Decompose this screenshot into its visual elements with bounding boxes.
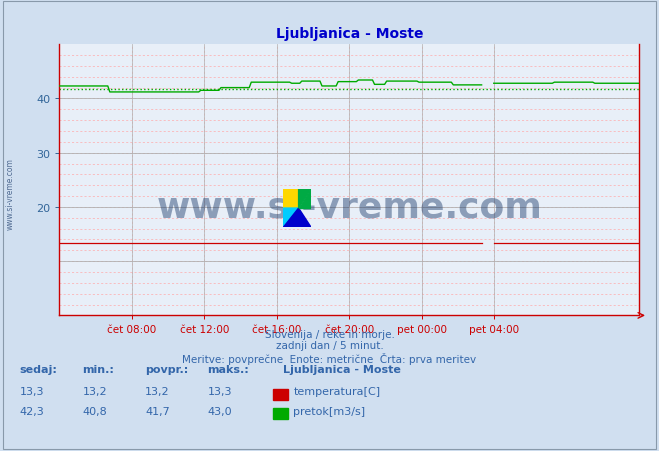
Text: 13,2: 13,2 <box>82 387 107 396</box>
Polygon shape <box>283 208 311 228</box>
Bar <box>283 189 299 208</box>
Text: zadnji dan / 5 minut.: zadnji dan / 5 minut. <box>275 341 384 350</box>
Text: Ljubljanica - Moste: Ljubljanica - Moste <box>283 364 401 374</box>
Polygon shape <box>299 189 311 208</box>
Text: 13,2: 13,2 <box>145 387 169 396</box>
Text: www.si-vreme.com: www.si-vreme.com <box>5 158 14 230</box>
Text: 41,7: 41,7 <box>145 406 170 416</box>
Text: 42,3: 42,3 <box>20 406 45 416</box>
Text: sedaj:: sedaj: <box>20 364 57 374</box>
Text: temperatura[C]: temperatura[C] <box>293 387 380 396</box>
Polygon shape <box>299 189 311 208</box>
Text: povpr.:: povpr.: <box>145 364 188 374</box>
Text: 13,3: 13,3 <box>208 387 232 396</box>
Title: Ljubljanica - Moste: Ljubljanica - Moste <box>275 27 423 41</box>
Text: Meritve: povprečne  Enote: metrične  Črta: prva meritev: Meritve: povprečne Enote: metrične Črta:… <box>183 352 476 364</box>
Polygon shape <box>283 208 299 228</box>
Text: min.:: min.: <box>82 364 114 374</box>
Text: 43,0: 43,0 <box>208 406 232 416</box>
Text: www.si-vreme.com: www.si-vreme.com <box>156 190 542 225</box>
Text: Slovenija / reke in morje.: Slovenija / reke in morje. <box>264 329 395 339</box>
Text: pretok[m3/s]: pretok[m3/s] <box>293 406 365 416</box>
Text: 13,3: 13,3 <box>20 387 44 396</box>
Text: maks.:: maks.: <box>208 364 249 374</box>
Text: 40,8: 40,8 <box>82 406 107 416</box>
